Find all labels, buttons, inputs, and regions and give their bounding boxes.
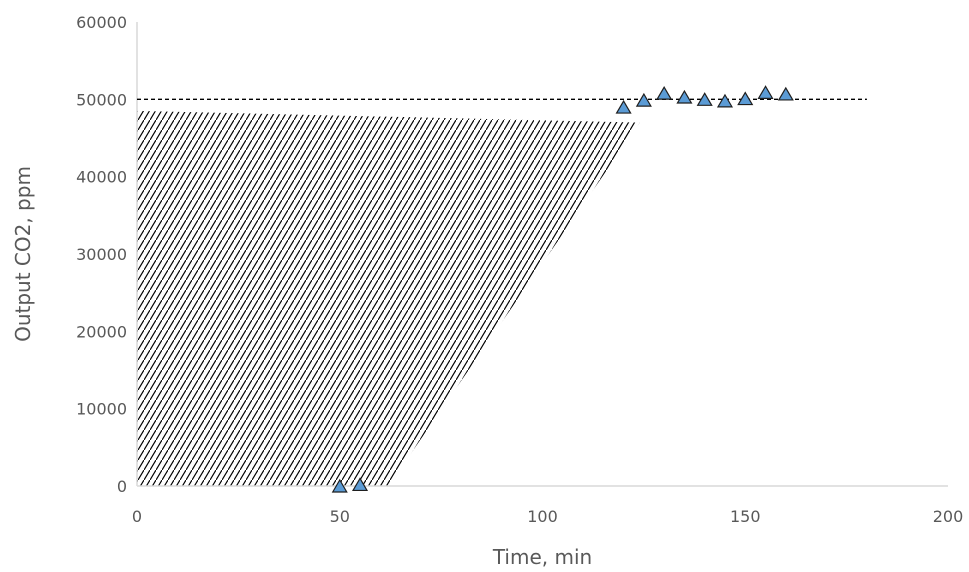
y-tick-label-40000: 40000 <box>76 168 127 187</box>
y-tick-label-60000: 60000 <box>76 13 127 32</box>
y-tick-label-30000: 30000 <box>76 245 127 264</box>
x-tick-label-50: 50 <box>330 507 350 526</box>
data-point-10 <box>777 86 794 101</box>
data-point-6 <box>696 92 713 106</box>
x-tick-label-100: 100 <box>527 507 558 526</box>
hatch-area <box>137 110 640 486</box>
x-tick-label-150: 150 <box>730 507 761 526</box>
hatched-region <box>137 110 640 486</box>
data-point-1 <box>351 477 369 492</box>
data-point-7 <box>716 93 734 108</box>
data-point-2 <box>615 99 632 114</box>
x-axis-label: Time, min <box>492 545 592 569</box>
y-tick-label-0: 0 <box>117 477 127 496</box>
data-point-8 <box>737 91 754 106</box>
data-point-9 <box>757 85 774 99</box>
y-tick-label-20000: 20000 <box>76 322 127 341</box>
x-tick-label-0: 0 <box>132 507 142 526</box>
data-points <box>331 85 794 493</box>
y-tick-label-10000: 10000 <box>76 400 127 419</box>
data-point-4 <box>656 85 673 100</box>
data-point-0 <box>331 478 348 493</box>
y-tick-label-50000: 50000 <box>76 90 127 109</box>
y-axis-label: Output CO2, ppm <box>11 166 35 342</box>
tick-labels: 0 50 100 150 200 0 10000 20000 30000 40000 50000 60… <box>76 13 963 526</box>
x-tick-label-200: 200 <box>933 507 964 526</box>
data-point-5 <box>676 89 693 104</box>
data-point-3 <box>635 92 652 107</box>
